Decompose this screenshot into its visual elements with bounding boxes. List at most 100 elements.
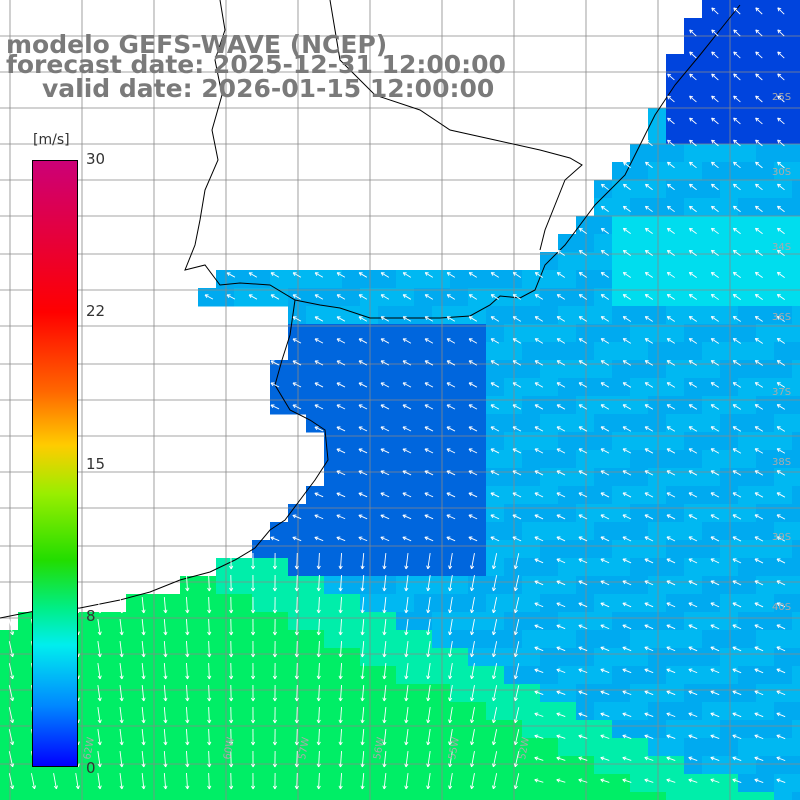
wind-speed-cell: [360, 396, 379, 415]
wind-arrow: [644, 382, 654, 388]
wind-arrow: [710, 580, 720, 586]
wind-speed-cell: [504, 666, 523, 685]
wind-arrow: [316, 618, 321, 636]
wind-speed-cell: [612, 486, 631, 505]
wind-speed-cell: [198, 666, 217, 685]
wind-speed-cell: [630, 648, 649, 667]
wind-arrow: [207, 662, 212, 680]
wind-arrow: [360, 662, 365, 680]
wind-speed-cell: [270, 540, 289, 559]
lat-label: 37S: [772, 387, 791, 398]
wind-speed-cell: [252, 576, 271, 595]
wind-speed-cell: [486, 414, 505, 433]
wind-speed-cell: [738, 756, 757, 775]
wind-arrow: [248, 272, 258, 278]
wind-speed-cell: [648, 270, 667, 289]
wind-speed-cell: [162, 630, 181, 649]
wind-arrow: [755, 205, 763, 213]
wind-speed-cell: [324, 630, 343, 649]
wind-arrow: [270, 404, 280, 410]
wind-speed-cell: [306, 774, 325, 793]
wind-arrow: [556, 734, 566, 739]
wind-speed-cell: [450, 450, 469, 469]
wind-speed-cell: [792, 360, 800, 379]
wind-arrow: [207, 706, 212, 724]
wind-speed-cell: [486, 522, 505, 541]
wind-speed-cell: [648, 774, 667, 793]
wind-speed-cell: [792, 486, 800, 505]
wind-arrow: [250, 618, 256, 636]
wind-arrow: [316, 596, 321, 614]
wind-speed-cell: [198, 630, 217, 649]
wind-speed-cell: [738, 450, 757, 469]
wind-arrow: [666, 646, 676, 652]
wind-speed-cell: [270, 738, 289, 757]
wind-speed-cell: [360, 378, 379, 397]
wind-speed-cell: [522, 396, 541, 415]
wind-speed-cell: [378, 360, 397, 379]
wind-speed-cell: [540, 342, 559, 361]
wind-speed-cell: [756, 774, 775, 793]
wind-speed-cell: [684, 522, 703, 541]
wind-arrow: [272, 640, 278, 658]
wind-arrow: [776, 580, 786, 586]
wind-speed-cell: [540, 648, 559, 667]
wind-speed-cell: [378, 666, 397, 685]
wind-arrow: [229, 772, 234, 790]
wind-arrow: [360, 728, 365, 746]
wind-speed-cell: [540, 666, 559, 685]
wind-speed-cell: [792, 72, 800, 91]
wind-arrow: [404, 619, 409, 636]
wind-speed-cell: [504, 738, 523, 757]
wind-speed-cell: [144, 792, 163, 800]
wind-speed-cell: [432, 702, 451, 721]
wind-speed-cell: [432, 522, 451, 541]
wind-speed-cell: [612, 612, 631, 631]
wind-speed-cell: [558, 360, 577, 379]
wind-arrow: [666, 294, 675, 300]
wind-speed-cell: [630, 234, 649, 253]
wind-speed-cell: [756, 342, 775, 361]
wind-arrow: [622, 756, 632, 761]
wind-speed-cell: [360, 648, 379, 667]
wind-speed-cell: [774, 0, 793, 19]
wind-arrow: [338, 728, 343, 746]
wind-arrow: [426, 641, 431, 658]
title-valid-date: valid date: 2026-01-15 12:00:00: [42, 74, 495, 103]
wind-speed-cell: [738, 396, 757, 415]
wind-speed-cell: [666, 774, 685, 793]
wind-speed-cell: [72, 792, 91, 800]
wind-speed-cell: [522, 774, 541, 793]
wind-speed-cell: [342, 450, 361, 469]
wind-speed-cell: [720, 756, 739, 775]
wind-speed-cell: [720, 702, 739, 721]
wind-speed-cell: [324, 486, 343, 505]
wind-arrow: [645, 139, 653, 147]
wind-speed-cell: [450, 378, 469, 397]
wind-arrow: [207, 772, 212, 790]
wind-speed-cell: [594, 414, 613, 433]
wind-arrow: [426, 751, 431, 768]
wind-speed-cell: [684, 558, 703, 577]
wind-arrow: [710, 470, 720, 476]
wind-speed-cell: [432, 342, 451, 361]
wind-arrow: [426, 619, 431, 636]
wind-speed-cell: [378, 702, 397, 721]
wind-speed-cell: [594, 180, 613, 199]
wind-speed-cell: [648, 450, 667, 469]
wind-speed-cell: [270, 756, 289, 775]
wind-speed-cell: [630, 144, 649, 163]
wind-speed-cell: [648, 684, 667, 703]
wind-speed-cell: [738, 774, 757, 793]
wind-arrow: [270, 382, 280, 388]
wind-speed-cell: [756, 486, 775, 505]
wind-arrow: [358, 492, 368, 498]
wind-arrow: [644, 602, 654, 608]
wind-arrow: [316, 662, 321, 680]
wind-speed-cell: [576, 648, 595, 667]
wind-arrow: [622, 249, 631, 256]
wind-arrow: [272, 728, 278, 746]
wind-arrow: [292, 294, 302, 300]
wind-speed-cell: [324, 522, 343, 541]
wind-speed-cell: [414, 486, 433, 505]
